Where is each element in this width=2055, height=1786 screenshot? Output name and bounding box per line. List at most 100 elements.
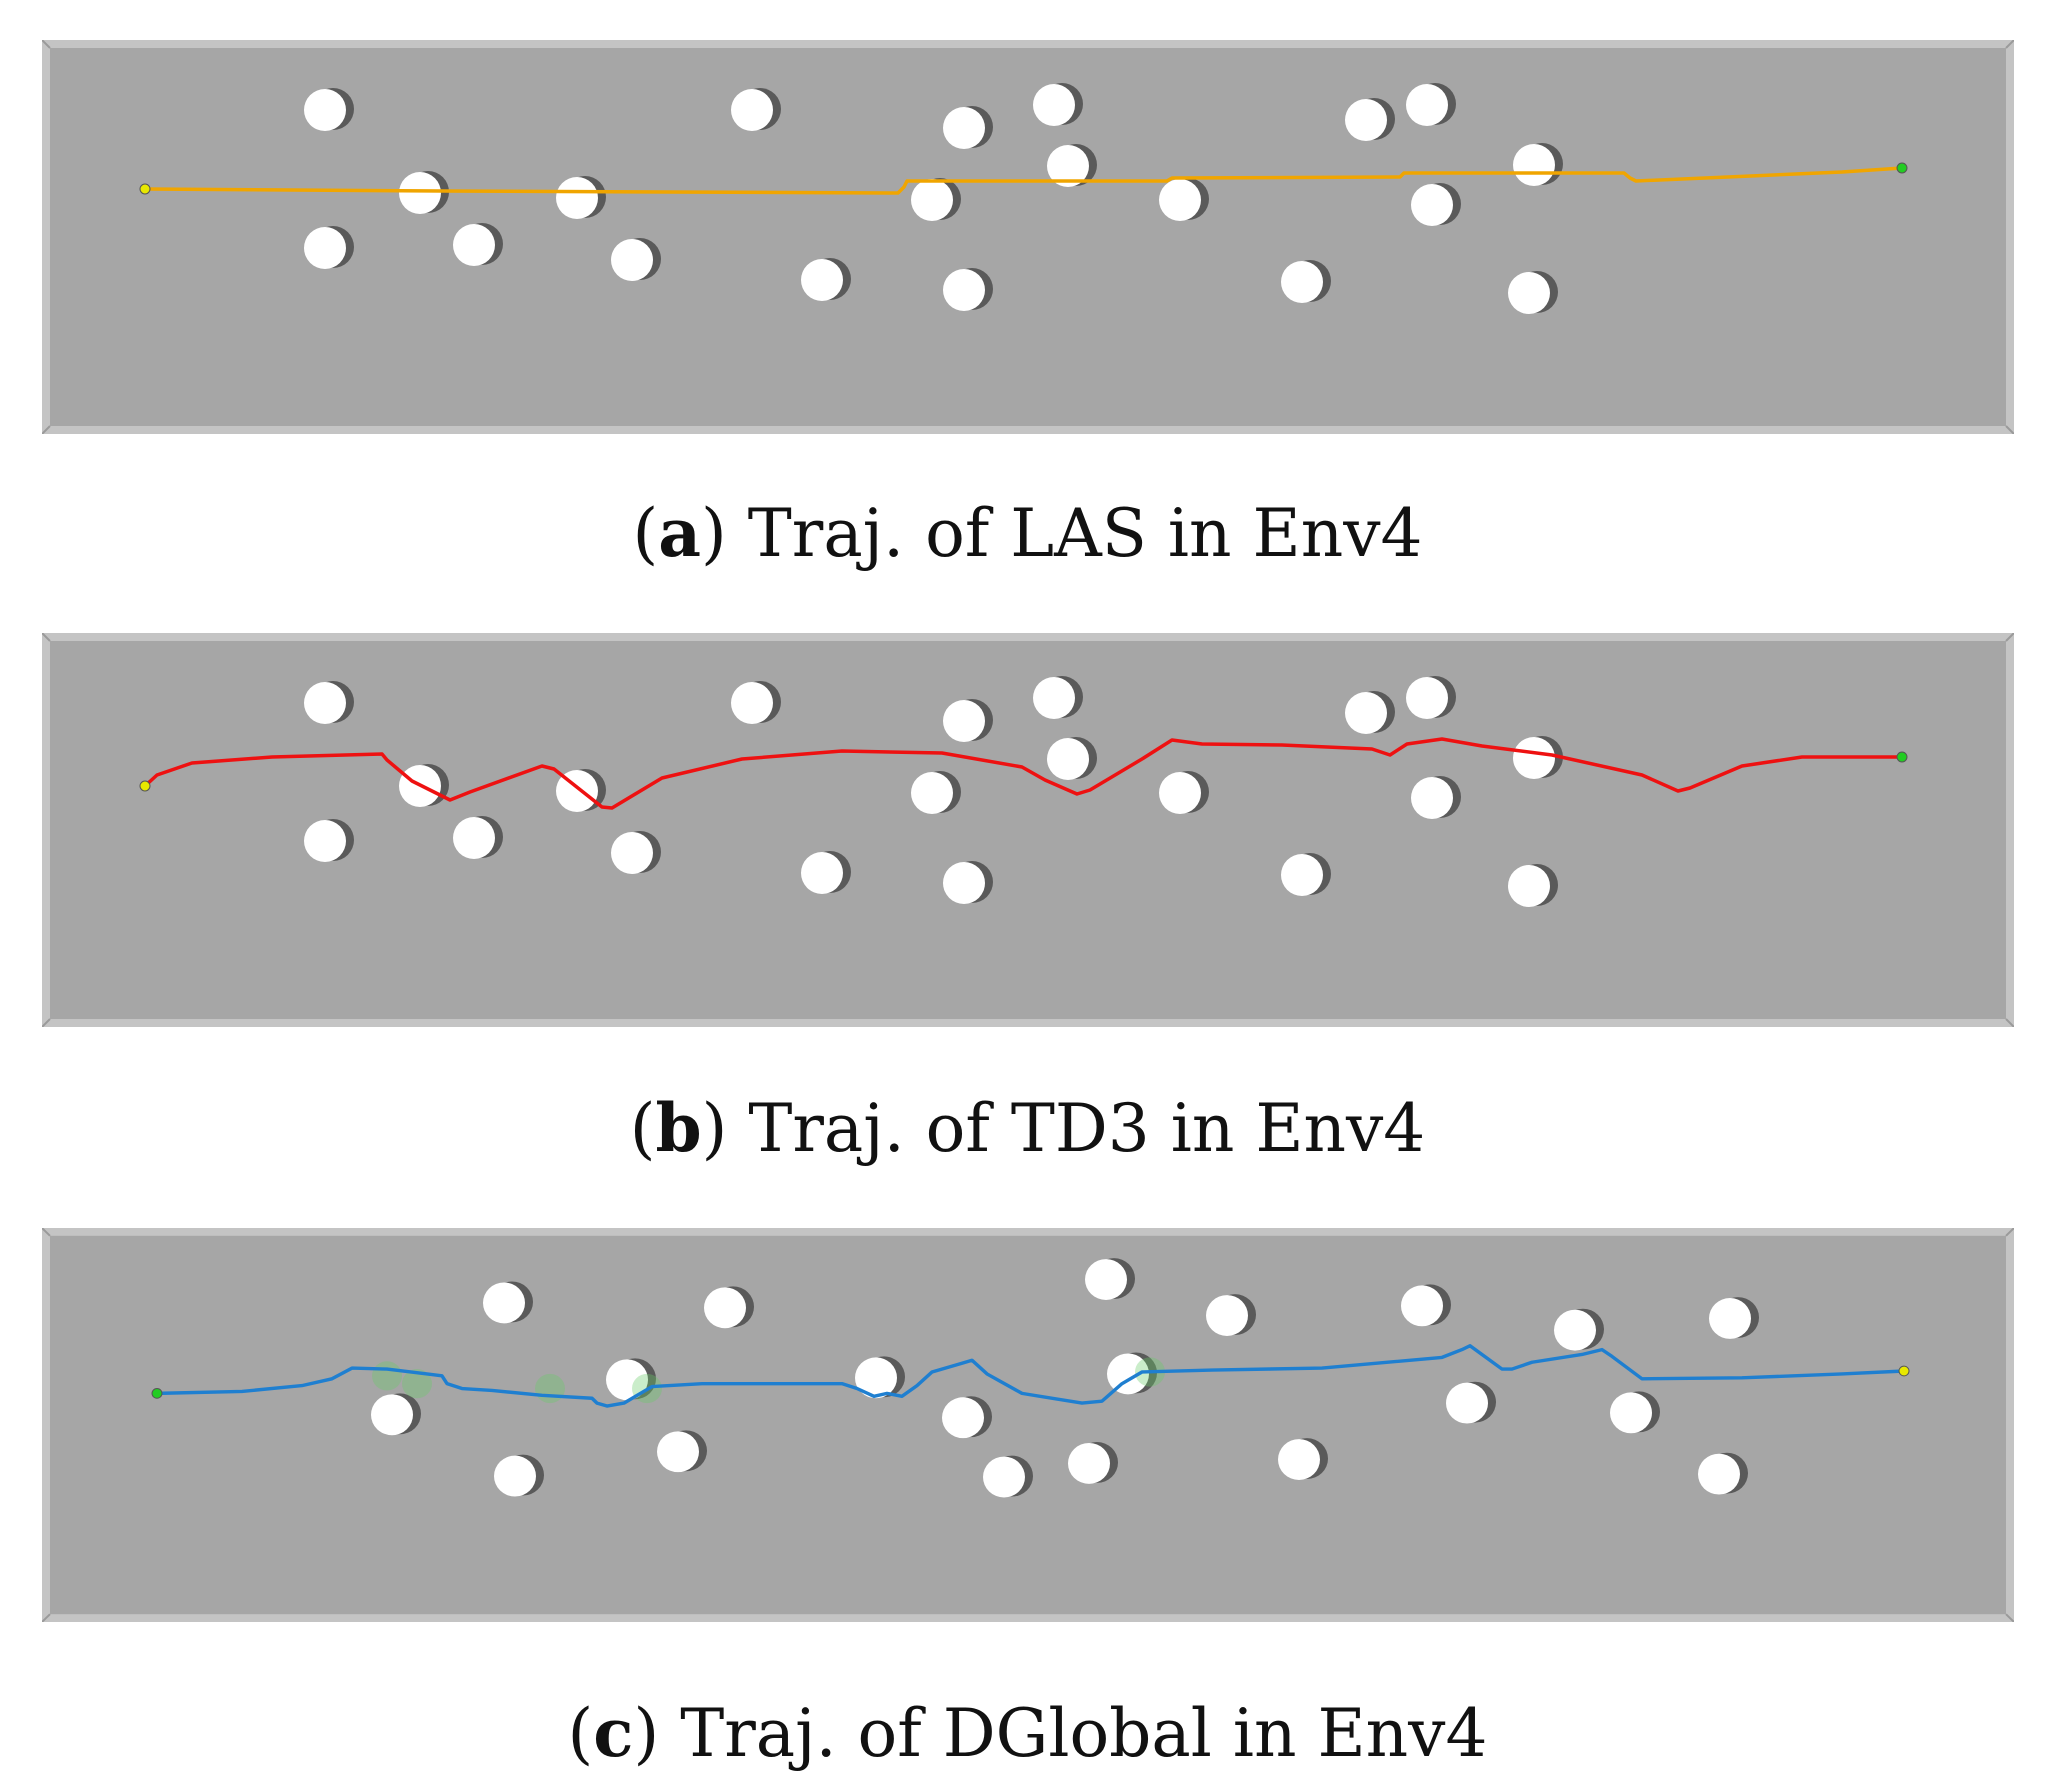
obstacle-top [453,224,495,266]
wall-bevel [42,633,51,642]
obstacle-cylinder [1345,691,1395,734]
wall-bevel [2005,1018,2014,1027]
start-marker [139,780,151,792]
obstacle-top [943,862,985,904]
floor [50,48,2006,426]
env-panel-b [42,633,2014,1027]
obstacle-cylinder [494,1454,544,1497]
obstacle-cylinder [943,106,993,149]
floor [50,1235,2006,1615]
wall-bevel [2005,1613,2014,1622]
obstacle-top [1411,184,1453,226]
goal-marker [1896,751,1908,763]
obstacle-top [1047,738,1089,780]
obstacle-top [304,89,346,131]
obstacle-cylinder [943,268,993,311]
obstacle-top [731,89,773,131]
obstacle-top [801,259,843,301]
obstacle-cylinder [1033,676,1083,719]
obstacle-top [1278,1439,1320,1480]
robot-trajectory [143,737,1904,810]
obstacle-cylinder [304,819,354,862]
obstacle-cylinder [1401,1284,1451,1327]
obstacle-cylinder [1033,83,1083,126]
obstacle-cylinder [1047,144,1097,187]
obstacle-top [1206,1295,1248,1336]
obstacle-top [1159,772,1201,814]
caption-letter-b: b [655,1089,702,1167]
obstacle-cylinder [801,851,851,894]
obstacle-top [1085,1259,1127,1300]
obstacle-cylinder [1159,178,1209,221]
obstacle-cylinder [304,681,354,724]
goal-marker [1896,162,1908,174]
obstacle-cylinder [943,861,993,904]
obstacle-cylinder [1513,143,1563,186]
waypoint-blob [402,1369,432,1399]
obstacle-top [1033,84,1075,126]
obstacle-top [1554,1309,1596,1351]
obstacle-top [1610,1392,1652,1434]
obstacle-cylinder [1709,1297,1759,1339]
obstacle-cylinder [1281,853,1331,896]
obstacle-top [1709,1298,1751,1339]
obstacle-cylinder [453,816,503,859]
obstacle-top [611,239,653,281]
obstacle-top [731,682,773,724]
obstacle-top [1513,144,1555,186]
obstacle-top [371,1394,413,1436]
obstacle-top [1281,261,1323,303]
obstacle-top [483,1282,525,1324]
caption-text-a: Traj. of LAS in Env4 [747,495,1423,572]
wall-bevel [2005,425,2014,434]
robot-trajectory [155,1344,1906,1408]
obstacle-cylinder [304,88,354,131]
caption-b: (b) Traj. of TD3 in Env4 [629,1089,1426,1167]
env4-scene-las [42,40,2014,434]
wall-bevel [42,1018,51,1027]
obstacle-cylinder [304,226,354,269]
obstacle-cylinder [1513,736,1563,779]
obstacle-top [943,269,985,311]
wall-bevel [42,1613,51,1622]
start-marker [139,183,151,195]
obstacle-cylinder [1508,271,1558,314]
obstacle-cylinder [1068,1442,1118,1484]
caption-a: (a) Traj. of LAS in Env4 [632,494,1423,572]
obstacle-top [801,852,843,894]
obstacle-cylinder [1159,771,1209,814]
obstacle-top [399,172,441,214]
wall-bevel [42,40,51,49]
floor [50,641,2006,1019]
obstacle-cylinder [657,1430,707,1473]
caption-text-b: Traj. of TD3 in Env4 [748,1090,1426,1167]
wall-bevel [2005,1228,2014,1237]
obstacle-cylinder [1508,864,1558,907]
obstacle-top [1345,99,1387,141]
obstacle-top [1508,865,1550,907]
obstacle-top [1047,145,1089,187]
obstacle-cylinder [1206,1294,1256,1336]
obstacle-top [657,1431,699,1473]
obstacle-top [1411,777,1453,819]
obstacle-cylinder [911,771,961,814]
obstacle-top [1068,1442,1110,1484]
obstacle-cylinder [1278,1438,1328,1480]
caption-c: (c) Traj. of DGlobal in Env4 [567,1694,1488,1772]
env4-scene-dglobal [42,1228,2014,1622]
caption-text-c: Traj. of DGlobal in Env4 [680,1695,1488,1772]
obstacle-top [1698,1453,1740,1495]
obstacle-cylinder [1406,83,1456,126]
obstacle-cylinder [801,258,851,301]
obstacle-top [304,682,346,724]
obstacle-cylinder [704,1286,754,1329]
obstacle-top [943,700,985,742]
obstacle-top [943,107,985,149]
wall-bevel [42,1228,51,1237]
obstacle-cylinder [483,1281,533,1324]
wall-bevel [2005,633,2014,642]
obstacle-top [942,1397,984,1439]
obstacle-top [1401,1285,1443,1327]
obstacle-cylinder [371,1393,421,1436]
obstacle-cylinder [1047,737,1097,780]
